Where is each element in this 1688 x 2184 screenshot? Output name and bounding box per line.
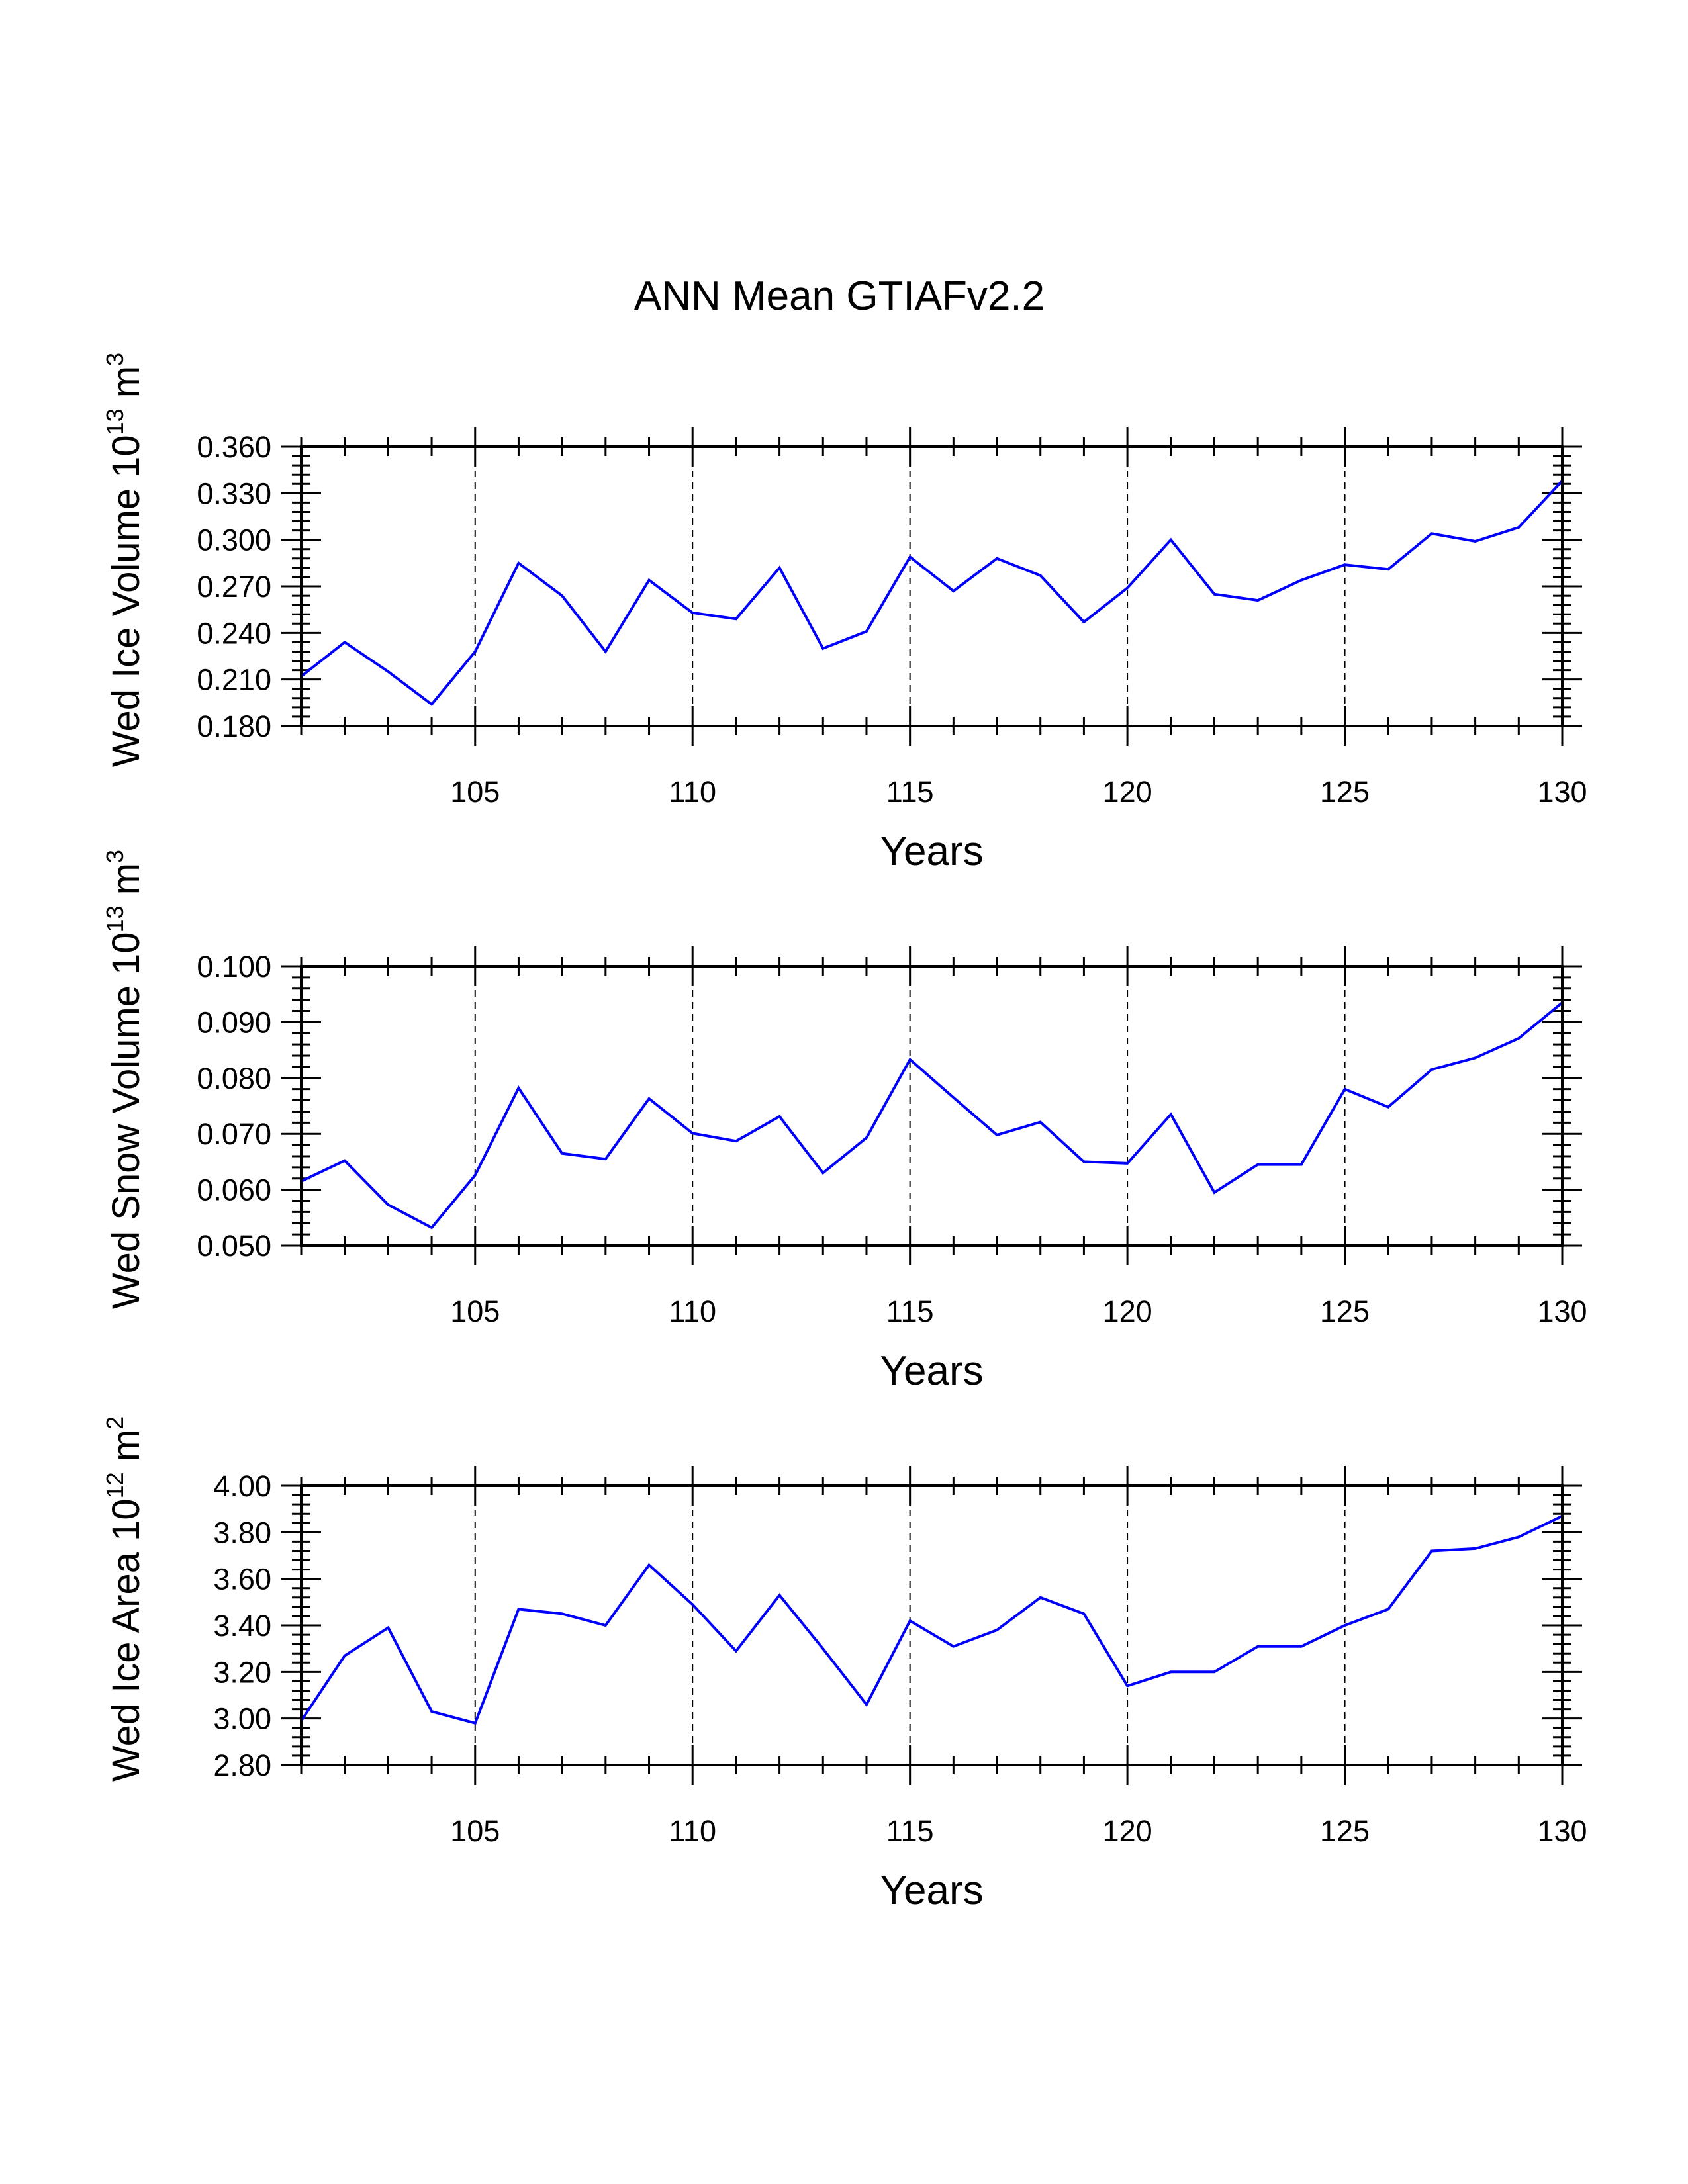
x-axis-label: Years [880, 1348, 983, 1394]
y-axis-label-unit: m [105, 1430, 148, 1472]
panel-3: 105 110 115 120 125 130 2.80 3.00 3.20 3.40 3.60 3.… [101, 1416, 1587, 1913]
y-axis-label-unit-exp: 3 [101, 850, 128, 863]
y-tick-label: 4.00 [213, 1469, 271, 1503]
y-tick-label: 0.050 [197, 1229, 271, 1263]
y-tick-label: 3.80 [213, 1516, 271, 1549]
x-tick-label: 120 [1103, 1295, 1152, 1328]
y-axis-label-unit-exp: 3 [101, 353, 128, 366]
series-line [300, 1514, 1563, 1725]
y-axis-label-exp: 13 [101, 905, 128, 932]
y-tick-label: 0.090 [197, 1005, 271, 1039]
y-axis-label-name: Wed Ice Area 10 [105, 1498, 148, 1782]
x-tick-label: 105 [450, 775, 500, 809]
y-tick-label: 0.270 [197, 570, 271, 604]
y-tick-label: 3.60 [213, 1563, 271, 1596]
x-tick-label: 125 [1320, 775, 1370, 809]
x-tick-label: 115 [886, 775, 934, 809]
y-axis-label-name: Wed Ice Volume 10 [105, 435, 148, 767]
y-tick-label: 3.00 [213, 1702, 271, 1736]
y-tick-label: 0.060 [197, 1173, 271, 1207]
x-tick-label: 115 [886, 1295, 934, 1328]
series-line [300, 480, 1564, 706]
y-tick-label: 0.300 [197, 523, 271, 557]
plot-frame [300, 1484, 1564, 1766]
x-axis-label: Years [880, 1868, 983, 1913]
y-tick-label: 2.80 [213, 1749, 271, 1782]
y-tick-label: 0.360 [197, 430, 271, 464]
panel-2: 105 110 115 120 125 130 0.050 0.060 0.070 0.080 0.… [101, 850, 1587, 1394]
y-axis-label: Wed Snow Volume 1013 m3 [101, 850, 148, 1309]
y-axis-label: Wed Ice Area 1012 m2 [101, 1416, 148, 1782]
y-tick-label: 0.240 [197, 616, 271, 650]
x-tick-label: 120 [1103, 1814, 1152, 1848]
x-axis-label: Years [880, 829, 983, 874]
panel-1: 105 110 115 120 125 130 0.180 0.210 0.240 0.270 0.… [101, 353, 1587, 874]
y-axis-label-unit: m [105, 863, 148, 905]
y-axis-label-unit-exp: 2 [101, 1416, 128, 1430]
plot-frame [300, 965, 1564, 1247]
y-tick-label: 3.40 [213, 1609, 271, 1643]
y-tick-label: 0.210 [197, 663, 271, 697]
x-tick-label: 130 [1537, 1814, 1587, 1848]
y-axis-label-exp: 12 [101, 1472, 128, 1498]
plot-frame [300, 445, 1564, 727]
y-axis-label-unit: m [105, 366, 148, 408]
y-tick-label: 3.20 [213, 1655, 271, 1689]
x-tick-label: 105 [450, 1295, 500, 1328]
chart-title: ANN Mean GTIAFv2.2 [634, 273, 1045, 319]
series-line [301, 1001, 1564, 1230]
x-tick-label: 105 [450, 1814, 500, 1848]
x-tick-label: 130 [1537, 775, 1587, 809]
y-tick-label: 0.180 [197, 709, 271, 743]
x-tick-label: 125 [1320, 1814, 1370, 1848]
y-tick-label: 0.330 [197, 477, 271, 510]
y-axis-label-name: Wed Snow Volume 10 [105, 932, 148, 1309]
x-tick-label: 120 [1103, 775, 1152, 809]
y-tick-label: 0.070 [197, 1117, 271, 1151]
x-tick-label: 125 [1320, 1295, 1370, 1328]
x-tick-label: 130 [1537, 1295, 1587, 1328]
x-tick-label: 110 [669, 1295, 716, 1328]
y-axis-label-exp: 13 [101, 408, 128, 435]
panels-group: 105 110 115 120 125 130 0.180 0.210 0.240 0.270 0.… [101, 353, 1587, 1913]
y-tick-label: 0.080 [197, 1062, 271, 1095]
x-tick-label: 115 [886, 1814, 934, 1848]
x-tick-label: 110 [669, 775, 716, 809]
y-tick-label: 0.100 [197, 950, 271, 983]
x-tick-label: 110 [669, 1814, 716, 1848]
y-axis-label: Wed Ice Volume 1013 m3 [101, 353, 148, 767]
